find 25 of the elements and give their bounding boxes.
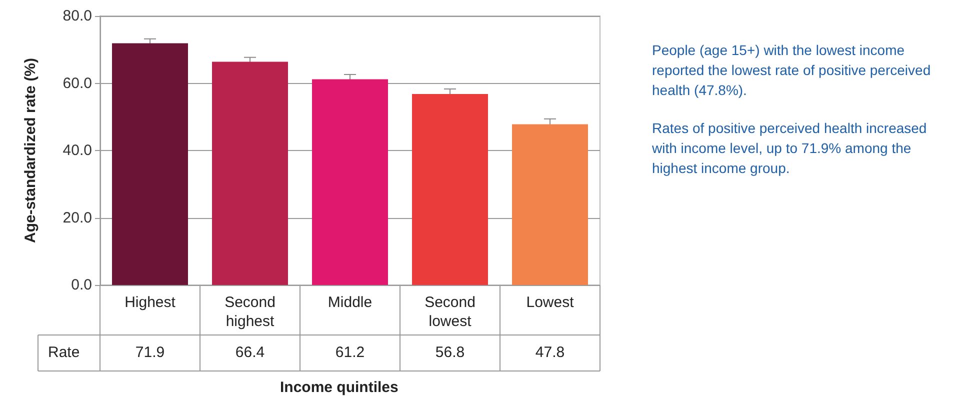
- y-tick-label: 80.0: [62, 8, 92, 24]
- data-label: 61.2: [335, 344, 365, 361]
- x-tick-label: Lowest: [526, 294, 575, 311]
- x-tick-label: Middle: [328, 294, 372, 311]
- data-label: 47.8: [535, 344, 565, 361]
- x-tick-label: Second lowest: [424, 294, 476, 330]
- text: Rates of positive perceived health increased with income level, up to 71.9% among the highest income group.: [651, 120, 931, 176]
- text: Rate: [48, 344, 80, 361]
- x-axis-title: Income quintiles: [280, 379, 398, 396]
- y-tick-label: 60.0: [62, 74, 92, 92]
- y-tick-label: 0.0: [71, 276, 92, 294]
- bar: [112, 43, 188, 285]
- data-label: 66.4: [235, 344, 265, 361]
- text: People (age 15+) with the lowest income reported the lowest rate of positive perceived health (47.8%).: [652, 42, 934, 98]
- x-tick-label: Second highest: [224, 294, 276, 330]
- bar: [212, 62, 288, 285]
- bar: [512, 124, 588, 285]
- bar: [412, 94, 488, 285]
- bar: [312, 79, 388, 285]
- x-tick-label: Highest: [124, 294, 176, 311]
- y-tick-label: 20.0: [62, 209, 92, 226]
- data-label: 71.9: [135, 344, 165, 361]
- y-axis-title: Age-standardized rate (%): [22, 58, 39, 244]
- y-tick-label: 40.0: [62, 142, 92, 159]
- data-label: 56.8: [435, 344, 465, 361]
